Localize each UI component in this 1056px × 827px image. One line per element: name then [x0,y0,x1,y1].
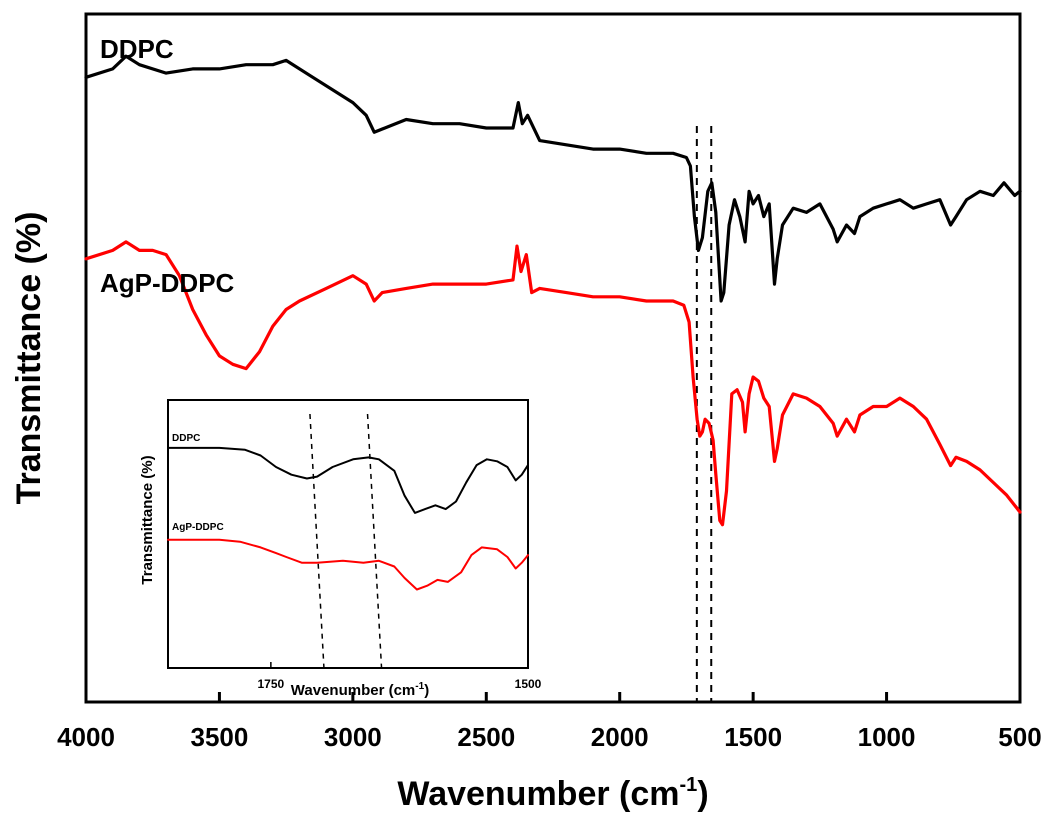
inset-x-axis-label-sup: -1 [415,681,424,692]
inset-x-axis-label: Wavenumber (cm-1) [291,681,429,699]
main-series-label-agp-ddpc: AgP-DDPC [100,268,235,298]
inset-plot: 1750 1500 DDPC AgP-DDPC Transmittance (%)… [139,399,542,699]
inset-series-ddpc [167,446,529,514]
main-x-tick-label-3500: 3500 [191,722,249,752]
main-x-axis-label-close: ) [697,775,708,813]
inset-x-tick-label-1500: 1500 [515,677,542,691]
main-series-label-ddpc: DDPC [100,34,174,64]
inset-y-axis-label: Transmittance (%) [139,455,156,584]
inset-series-label-ddpc: DDPC [172,433,200,444]
main-x-axis-label-sup: -1 [680,774,698,796]
inset-x-ticks: 1750 1500 [258,662,542,691]
main-x-tick-label-1500: 1500 [724,722,782,752]
inset-series-group [167,446,529,591]
main-x-axis-label: Wavenumber (cm-1) [397,774,708,813]
main-series-group [84,54,1022,527]
inset-reference-lines [309,413,383,669]
inset-reference-line-0 [309,413,325,669]
main-x-tick-label-500: 500 [998,722,1041,752]
inset-x-axis-label-close: ) [424,682,429,699]
main-x-ticks: 4000 3500 3000 2500 2000 1500 1000 500 [57,692,1042,752]
main-series-ddpc [84,54,1022,303]
inset-series-agp-ddpc [167,538,529,591]
main-y-axis-label: Transmittance (%) [10,212,48,505]
inset-plot-frame [167,399,529,669]
inset-background [168,400,528,668]
inset-x-tick-label-1750: 1750 [258,677,285,691]
main-x-axis-label-text: Wavenumber (cm [397,775,679,813]
main-x-tick-label-2000: 2000 [591,722,649,752]
main-x-tick-label-4000: 4000 [57,722,115,752]
main-plot: 4000 3500 3000 2500 2000 1500 1000 500 DDPC AgP… [10,12,1042,813]
main-x-tick-label-1000: 1000 [858,722,916,752]
main-x-tick-label-3000: 3000 [324,722,382,752]
inset-x-axis-label-text: Wavenumber (cm [291,682,415,699]
inset-reference-line-1 [366,413,383,669]
main-x-tick-label-2500: 2500 [457,722,515,752]
main-plot-frame [84,12,1022,704]
main-series-agp-ddpc [84,240,1022,527]
inset-series-label-agp-ddpc: AgP-DDPC [172,522,224,533]
